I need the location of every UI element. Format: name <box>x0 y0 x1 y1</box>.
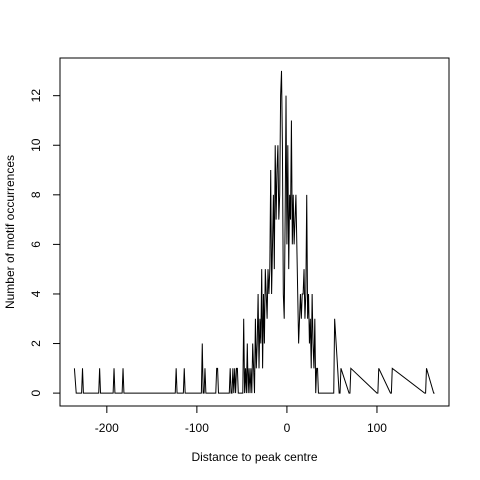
y-tick-label: 0 <box>29 389 43 396</box>
y-tick-label: 2 <box>29 340 43 347</box>
y-axis-label: Number of motif occurrences <box>3 155 17 309</box>
y-tick-label: 6 <box>29 241 43 248</box>
x-tick-label: 0 <box>284 421 291 435</box>
x-tick-label: -200 <box>95 421 119 435</box>
x-tick-label: -100 <box>185 421 209 435</box>
y-tick-label: 4 <box>29 290 43 297</box>
x-axis-label: Distance to peak centre <box>191 450 317 464</box>
x-tick-label: 100 <box>367 421 387 435</box>
y-tick-label: 10 <box>29 138 43 152</box>
data-line <box>73 70 435 394</box>
y-tick-label: 8 <box>29 191 43 198</box>
y-tick-label: 12 <box>29 89 43 103</box>
